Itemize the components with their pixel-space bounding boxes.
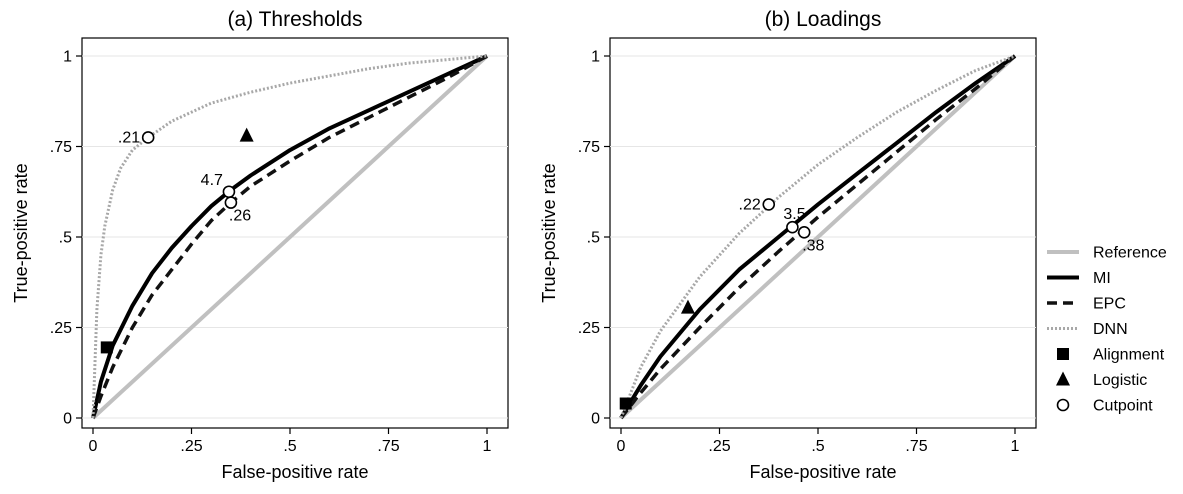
series-line-dnn [619, 54, 1016, 419]
x-tick-label: .5 [283, 438, 296, 455]
cutpoint-marker [786, 220, 799, 234]
cutpoint-label: 3.5 [783, 206, 805, 223]
x-tick-label: 1 [1011, 438, 1020, 455]
marker-alignment [100, 341, 113, 354]
series-line-reference [91, 54, 489, 420]
cutpoint-label: .22 [739, 196, 761, 213]
cutpoint-label: 4.7 [201, 172, 223, 189]
legend-label-alignment: Alignment [1093, 347, 1165, 364]
cutpoint-label: .21 [118, 129, 140, 146]
x-tick-label: .75 [905, 438, 927, 455]
legend-key-alignment [1057, 348, 1069, 360]
y-tick-label: 0 [591, 411, 600, 428]
cutpoint-marker [797, 225, 811, 239]
marker-logistic [239, 127, 254, 142]
x-tick-label: .5 [811, 438, 824, 455]
cutpoint-marker [222, 185, 236, 199]
series-line-epc [619, 54, 1017, 420]
x-tick-label: .75 [377, 438, 399, 455]
x-tick-label: 1 [483, 438, 492, 455]
legend-label-epc: EPC [1093, 296, 1126, 313]
cutpoint-label: .26 [229, 208, 251, 225]
cutpoint-label: .38 [802, 237, 824, 254]
legend-key-cutpoint [1056, 398, 1070, 412]
y-tick-label: .75 [50, 139, 72, 156]
x-axis-label: False-positive rate [221, 462, 368, 482]
marker-logistic [680, 299, 695, 314]
x-tick-label: 0 [89, 438, 98, 455]
y-tick-label: 1 [63, 49, 72, 66]
legend-label-dnn: DNN [1093, 321, 1128, 338]
series-line-mi [91, 54, 488, 419]
cutpoint-marker [141, 131, 155, 144]
legend-key-logistic [1056, 371, 1070, 386]
y-tick-label: .75 [578, 139, 600, 156]
x-axis-label: False-positive rate [749, 462, 896, 482]
series-line-reference [619, 54, 1017, 420]
panel-thresholds: 0 .25 .5 .75 1 0 .25 .5 .75 1 (a) Thresholds False-… [11, 8, 509, 482]
legend-label-reference: Reference [1093, 245, 1167, 262]
chart-title: (a) Thresholds [227, 8, 362, 31]
series-line-mi [619, 54, 1017, 420]
cutpoint-marker [762, 198, 776, 211]
y-tick-label: .25 [578, 320, 600, 337]
x-tick-label: .25 [708, 438, 730, 455]
y-axis-label: True-positive rate [539, 163, 559, 302]
y-tick-label: 0 [63, 411, 72, 428]
panel-loadings: 0 .25 .5 .75 1 0 .25 .5 .75 1 (b) Loadings False-po… [539, 8, 1037, 482]
y-tick-label: .25 [50, 320, 72, 337]
series-line-epc [91, 54, 488, 419]
y-axis-label: True-positive rate [11, 163, 31, 302]
marker-alignment [619, 397, 632, 410]
y-tick-label: 1 [591, 49, 600, 66]
x-tick-label: 0 [617, 438, 626, 455]
y-tick-label: .5 [59, 230, 72, 247]
legend-label-mi: MI [1093, 270, 1111, 287]
x-tick-label: .25 [180, 438, 202, 455]
cutpoint-marker [224, 196, 238, 209]
legend-label-logistic: Logistic [1093, 372, 1147, 389]
legend-label-cutpoint: Cutpoint [1093, 398, 1153, 415]
series-line-dnn [91, 54, 488, 419]
y-tick-label: .5 [587, 230, 600, 247]
legend: Reference MI EPC DNN Alignment Logistic Cutpoi… [1047, 245, 1167, 415]
chart-title: (b) Loadings [765, 8, 882, 31]
